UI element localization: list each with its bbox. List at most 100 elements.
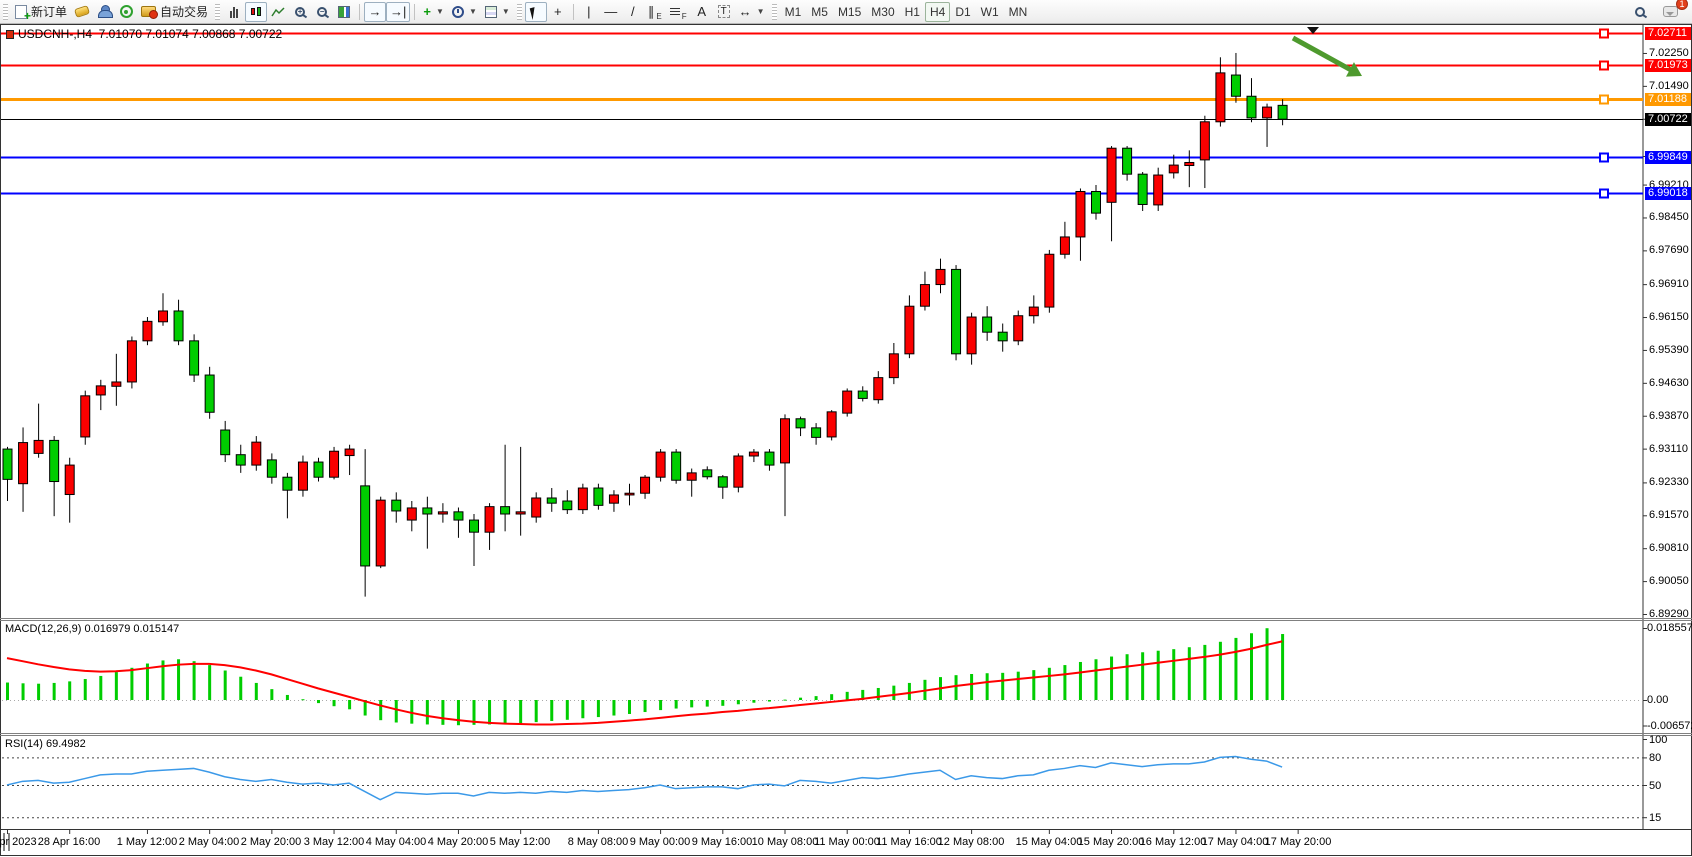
zoom-in-button[interactable]: + — [289, 2, 311, 22]
channel-tool-button[interactable]: ∥ E — [644, 2, 666, 22]
arrows-tool-button[interactable]: ↔ ▼ — [735, 2, 769, 22]
crosshair-tool-button[interactable]: + — [547, 2, 569, 22]
chat-icon — [1663, 6, 1678, 17]
fibonacci-letter: F — [681, 11, 687, 21]
candle-26 — [406, 507, 417, 521]
templates-button[interactable]: ▼ — [481, 2, 514, 22]
candle-22 — [344, 448, 355, 457]
fibonacci-tool-button[interactable]: F — [666, 2, 691, 22]
candlestick-chart-button[interactable] — [245, 1, 268, 22]
candle-50 — [780, 418, 790, 464]
candle-18 — [282, 476, 293, 491]
toolbar-grip — [3, 3, 8, 20]
template-icon — [484, 5, 497, 18]
text-label-tool-button[interactable]: T — [713, 2, 735, 22]
candle-9 — [142, 320, 153, 342]
candle-71 — [1106, 147, 1117, 203]
time-axis-label: 15 May 20:00 — [1077, 836, 1145, 848]
timeframe-button-m30[interactable]: M30 — [871, 4, 895, 19]
candle-42 — [655, 451, 666, 478]
dropdown-arrow-icon: ▼ — [756, 7, 765, 16]
chart-title: USDCNH-,H4 7.01070 7.01074 7.00868 7.007… — [6, 27, 282, 41]
cursor-tool-button[interactable] — [524, 1, 547, 22]
time-axis-label: 28 Apr 2023 — [0, 836, 37, 848]
line-chart-button[interactable] — [267, 2, 289, 22]
text-tool-button[interactable]: A — [691, 2, 713, 22]
dropdown-arrow-icon: ▼ — [468, 7, 477, 16]
time-axis-label: 9 May 16:00 — [691, 836, 753, 848]
timeframe-button-mn[interactable]: MN — [1008, 4, 1028, 19]
profile-icon — [97, 5, 113, 18]
chat-button[interactable]: 1 — [1659, 0, 1688, 22]
candle-45 — [702, 469, 713, 478]
candle-70 — [1091, 190, 1101, 214]
candle-58 — [904, 305, 915, 355]
timeframe-button-m1[interactable]: M1 — [784, 4, 802, 19]
candle-33 — [515, 511, 526, 515]
trendline-tool-button[interactable]: / — [622, 2, 644, 22]
profiles-button[interactable] — [93, 2, 115, 22]
auto-scroll-button[interactable]: → — [364, 1, 387, 22]
horizontal-line-tool-button[interactable]: — — [600, 2, 622, 22]
candle-67 — [1044, 253, 1055, 308]
timeframe-button-m5[interactable]: M5 — [811, 4, 828, 19]
vertical-line-tool-button[interactable]: | — [578, 2, 600, 22]
tile-windows-button[interactable] — [333, 2, 355, 22]
zoom-out-icon: − — [317, 6, 328, 17]
zoom-out-button[interactable]: − — [311, 2, 333, 22]
candle-46 — [717, 476, 728, 488]
candle-19 — [297, 461, 308, 491]
zoom-in-icon: + — [295, 6, 306, 17]
dropdown-arrow-icon: ▼ — [436, 7, 444, 16]
candle-57 — [888, 353, 899, 379]
candle-38 — [593, 487, 604, 506]
candle-43 — [671, 451, 682, 481]
timeframe-button-w1[interactable]: W1 — [980, 4, 999, 19]
candle-5 — [80, 395, 91, 438]
candle-52 — [811, 427, 822, 438]
price-axis-label: 6.97690 — [1649, 244, 1689, 256]
gold-brush-icon — [73, 5, 91, 18]
timeframe-button-h1[interactable]: H1 — [904, 4, 920, 19]
toolbar-right: 1 — [1629, 0, 1688, 22]
signal-button[interactable] — [115, 2, 137, 22]
line-chart-icon — [271, 6, 285, 16]
channel-icon: ∥ — [647, 4, 655, 19]
macd-axis-label: 0.00 — [1647, 694, 1669, 706]
timeframe-button-h4[interactable]: H4 — [924, 1, 951, 22]
search-icon — [1635, 6, 1645, 17]
candle-0 — [2, 448, 13, 480]
candle-36 — [562, 500, 573, 511]
candle-59 — [919, 284, 930, 307]
candle-25 — [391, 499, 402, 512]
time-axis-label: 5 May 12:00 — [489, 836, 551, 848]
new-order-button[interactable]: 新订单 — [11, 2, 71, 23]
timeframe-button-d1[interactable]: D1 — [955, 4, 971, 19]
auto-trading-button[interactable]: 自动交易 — [137, 2, 212, 22]
search-button[interactable] — [1629, 2, 1651, 22]
mql5-button[interactable] — [71, 2, 93, 22]
rsi-label: RSI(14) 69.4982 — [5, 738, 86, 750]
price-tag: 7.02711 — [1645, 27, 1691, 40]
timeframe-button-m15[interactable]: M15 — [837, 4, 862, 19]
candlestick-icon — [251, 5, 262, 18]
chart-shift-button[interactable]: →| — [386, 1, 411, 22]
candle-73 — [1137, 173, 1148, 205]
periods-button[interactable]: ▼ — [448, 2, 481, 22]
candle-78 — [1215, 72, 1226, 123]
macd-signal-line — [6, 640, 1283, 726]
bar-chart-button[interactable] — [223, 2, 245, 22]
macd-label: MACD(12,26,9) 0.016979 0.015147 — [5, 623, 180, 635]
chart-canvas[interactable] — [0, 24, 1692, 857]
price-axis-label: 6.90050 — [1649, 575, 1689, 587]
candle-55 — [857, 390, 868, 399]
candle-17 — [266, 459, 277, 478]
candle-34 — [531, 497, 542, 518]
price-axis-label: 6.96910 — [1649, 278, 1689, 290]
chart-shift-icon: →| — [390, 4, 407, 19]
candle-48 — [748, 451, 759, 457]
indicators-button[interactable]: + ▼ — [419, 2, 448, 22]
time-axis-label: 2 May 20:00 — [240, 836, 302, 848]
candle-4 — [64, 464, 75, 496]
price-axis-label: 7.01490 — [1649, 80, 1689, 92]
